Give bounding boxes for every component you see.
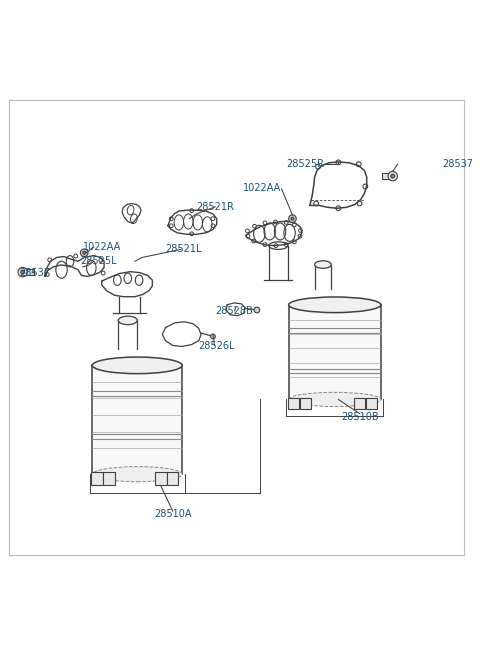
Circle shape	[291, 217, 294, 220]
Bar	[383, 173, 393, 179]
Text: 28537: 28537	[443, 159, 473, 169]
Ellipse shape	[288, 392, 381, 407]
Text: 28526L: 28526L	[199, 341, 235, 352]
Bar	[354, 398, 365, 409]
Text: 28528B: 28528B	[216, 306, 253, 316]
Bar	[92, 365, 182, 474]
Circle shape	[211, 334, 216, 339]
Circle shape	[391, 174, 395, 178]
Text: 28521L: 28521L	[166, 244, 202, 254]
Bar	[167, 472, 179, 485]
Ellipse shape	[92, 466, 182, 482]
Ellipse shape	[92, 357, 182, 373]
Circle shape	[288, 215, 296, 223]
Ellipse shape	[118, 316, 137, 325]
Circle shape	[388, 172, 397, 181]
Circle shape	[21, 271, 24, 274]
Text: 1022AA: 1022AA	[243, 183, 282, 193]
Bar	[91, 472, 103, 485]
Text: 28510B: 28510B	[341, 413, 378, 422]
Circle shape	[18, 267, 27, 277]
Text: 28525R: 28525R	[286, 159, 324, 169]
Text: 28537: 28537	[19, 268, 50, 278]
Ellipse shape	[288, 297, 381, 312]
Bar	[288, 398, 299, 409]
Bar	[300, 398, 311, 409]
Circle shape	[81, 249, 88, 257]
Text: 1022AA: 1022AA	[83, 242, 121, 252]
Bar	[366, 398, 377, 409]
Bar	[288, 305, 381, 400]
Bar	[24, 269, 34, 275]
Bar	[155, 472, 167, 485]
Circle shape	[83, 252, 85, 254]
Bar	[103, 472, 115, 485]
Text: 28510A: 28510A	[154, 510, 192, 519]
Ellipse shape	[315, 261, 331, 269]
Text: 28521R: 28521R	[196, 202, 234, 212]
Text: 28525L: 28525L	[81, 256, 117, 266]
Circle shape	[254, 307, 260, 313]
